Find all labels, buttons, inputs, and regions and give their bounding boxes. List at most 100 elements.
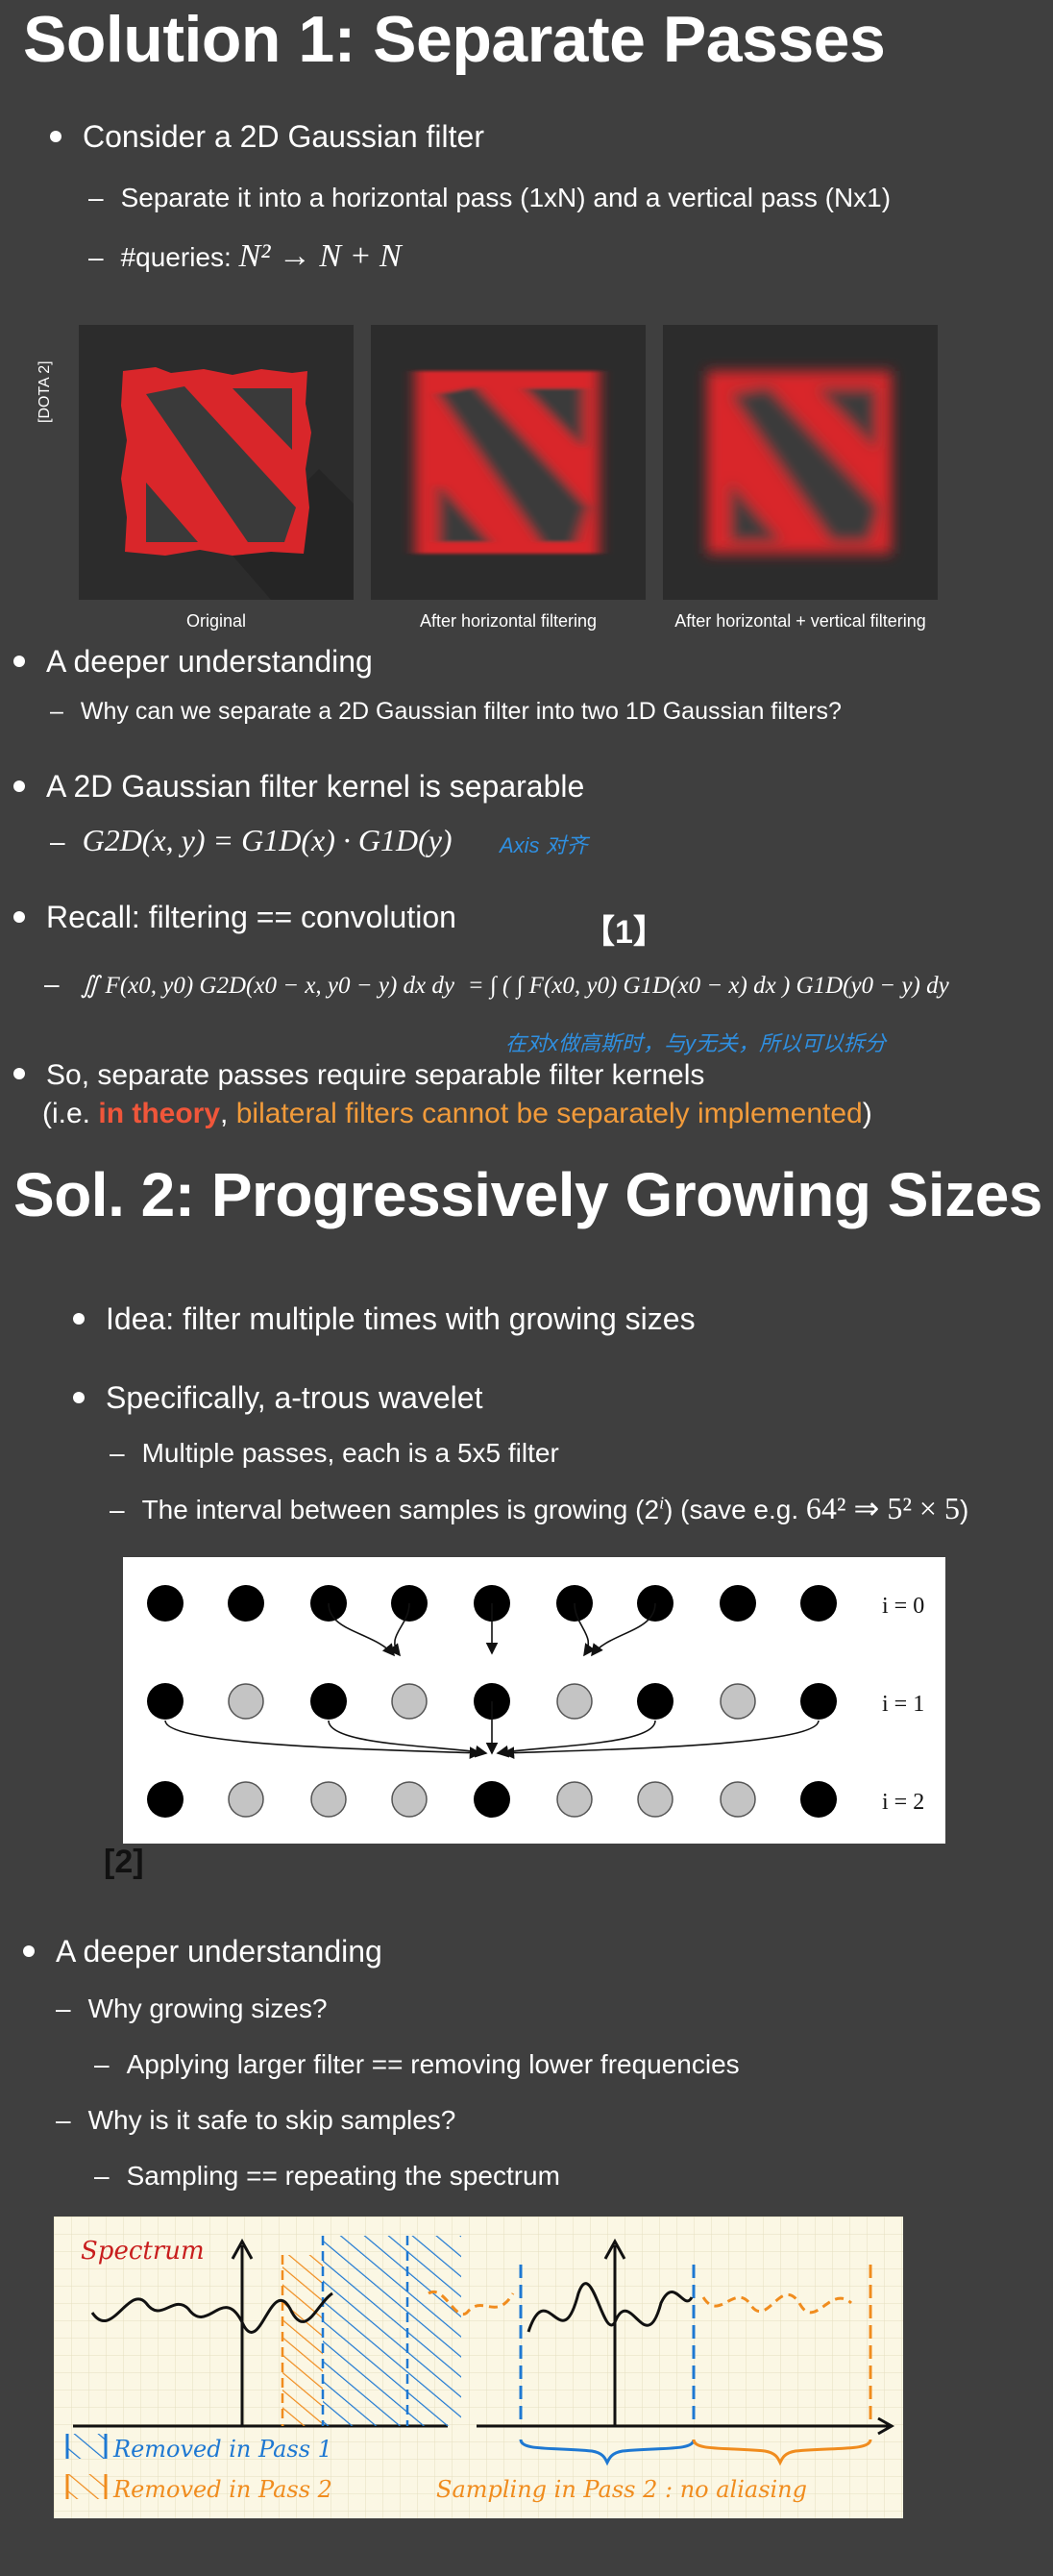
sub-mid: ) (save e.g.: [664, 1495, 806, 1524]
arrows: [164, 1602, 820, 1759]
sample-dot-skipped: [637, 1781, 673, 1818]
ref-2: [2]: [104, 1844, 144, 1880]
bullet-deeper-2: A deeper understanding: [23, 1934, 382, 1969]
note-axis: Axis 对齐: [500, 833, 588, 857]
sub-text: Why is it safe to skip samples?: [87, 2105, 456, 2135]
sub-why-skip: – Why is it safe to skip samples?: [56, 2105, 456, 2135]
sample-dot-active: [800, 1683, 837, 1720]
eq-convolution: – ∬ F(x0, y0) G2D(x0 − x, y0 − y) dx dy =…: [44, 969, 949, 999]
spectrum-svg: Spectrum Removed in Pass 1 Removed in Pa…: [54, 2217, 903, 2518]
slide1-title: Solution 1: Separate Passes: [23, 3, 886, 76]
row-label-2: i = 2: [882, 1790, 924, 1815]
sub-separate: – Separate it into a horizontal pass (1xN…: [88, 183, 892, 212]
sub-text: Multiple passes, each is a 5x5 filter: [141, 1438, 559, 1468]
bullet-text: Specifically, a-trous wavelet: [106, 1380, 483, 1415]
sample-dot-active: [228, 1585, 264, 1622]
sub-text: Why growing sizes?: [87, 1994, 328, 2023]
bullet-text: Idea: filter multiple times with growing…: [106, 1301, 696, 1336]
note-split: 在对x做高斯时，与y无关，所以可以拆分: [505, 1031, 887, 1055]
bullet-dot: [50, 130, 61, 142]
image-original: [79, 325, 354, 600]
ie-close: ): [862, 1098, 872, 1129]
eq-text: G2D(x, y) = G1D(x) · G1D(y): [82, 823, 453, 857]
sub-queries: – #queries: N² → N + N: [88, 238, 402, 274]
sub-end: ): [959, 1495, 969, 1524]
atrous-svg: i = 0 i = 1 i = 2: [147, 1585, 924, 1818]
sample-dot-active: [637, 1683, 673, 1720]
sample-dot-active: [474, 1781, 510, 1818]
removed-pass2-region: [282, 2255, 323, 2426]
sample-dot-skipped: [228, 1781, 264, 1818]
subsub-larger: – Applying larger filter == removing lowe…: [94, 2049, 740, 2079]
subsub-sampling: – Sampling == repeating the spectrum: [94, 2161, 560, 2191]
caption-horizontal-vertical: After horizontal + vertical filtering: [674, 611, 926, 631]
bullet-text: Recall: filtering == convolution: [46, 900, 456, 934]
sub-text: The interval between samples is growing …: [141, 1495, 660, 1524]
bullet-deeper: A deeper understanding: [13, 644, 373, 680]
bullet-separable: A 2D Gaussian filter kernel is separable: [13, 769, 584, 805]
bullet-text: A deeper understanding: [56, 1934, 382, 1969]
sample-dot-active: [147, 1585, 184, 1622]
sub-multiple: – Multiple passes, each is a 5x5 filter: [110, 1438, 559, 1468]
sample-dot-skipped: [310, 1781, 347, 1818]
eq-separable: – G2D(x, y) = G1D(x) · G1D(y): [50, 823, 453, 857]
spectrum-sketch: Spectrum Removed in Pass 1 Removed in Pa…: [54, 2217, 903, 2518]
bullet-gaussian: Consider a 2D Gaussian filter: [50, 119, 484, 155]
image-horizontal-vertical: [663, 325, 938, 600]
save-math: 64² ⇒ 5² × 5: [805, 1491, 960, 1525]
ie-open: (i.e.: [42, 1098, 99, 1129]
sup-i: i: [659, 1493, 665, 1513]
sub-text: #queries:: [120, 242, 239, 272]
sample-dot-active: [310, 1683, 347, 1720]
sample-dot-active: [800, 1781, 837, 1818]
removed-pass1-region: [323, 2236, 461, 2426]
bilateral-note: bilateral filters cannot be separately i…: [235, 1098, 863, 1129]
sub-text: Why can we separate a 2D Gaussian filter…: [80, 698, 842, 725]
bullet-so: So, separate passes require separable fi…: [13, 1059, 704, 1092]
side-label: [DOTA 2]: [37, 360, 53, 423]
sample-dot-skipped: [720, 1781, 756, 1818]
sample-dot-skipped: [556, 1683, 593, 1720]
right-signal: [526, 2282, 694, 2333]
sample-dot-skipped: [720, 1683, 756, 1720]
caption-horizontal: After horizontal filtering: [419, 611, 598, 631]
row-label-0: i = 0: [882, 1594, 924, 1619]
atrous-diagram: i = 0 i = 1 i = 2: [123, 1557, 945, 1844]
ref-1: 【1】: [582, 914, 666, 951]
bullet-text: Consider a 2D Gaussian filter: [83, 119, 484, 154]
sub-why-separate: – Why can we separate a 2D Gaussian filte…: [50, 698, 842, 725]
in-theory: in theory: [98, 1098, 221, 1129]
sample-dot-skipped: [228, 1683, 264, 1720]
eq-right: = ∫ ( ∫ F(x0, y0) G1D(x0 − x) dx ) G1D(y…: [467, 973, 949, 999]
legend-pass2: Removed in Pass 2: [112, 2476, 332, 2503]
sub-text: Sampling == repeating the spectrum: [126, 2161, 560, 2191]
bullet-text: A deeper understanding: [46, 644, 373, 679]
ie-comma: ,: [220, 1098, 236, 1129]
sub-why-growing: – Why growing sizes?: [56, 1994, 328, 2023]
bullet-idea: Idea: filter multiple times with growing…: [73, 1301, 696, 1337]
sample-dot-active: [720, 1585, 756, 1622]
slide2-title: Sol. 2: Progressively Growing Sizes: [13, 1160, 1042, 1229]
sample-dot-active: [800, 1585, 837, 1622]
spectrum-label: Spectrum: [81, 2237, 205, 2266]
queries-math: N² → N + N: [238, 238, 402, 274]
sample-dot-skipped: [556, 1781, 593, 1818]
left-signal: [90, 2291, 333, 2334]
image-horizontal: [371, 325, 646, 600]
eq-left: ∬ F(x0, y0) G2D(x0 − x, y0 − y) dx dy: [80, 973, 454, 999]
bullet-recall: Recall: filtering == convolution: [13, 900, 456, 935]
sub-text: Separate it into a horizontal pass (1xN)…: [120, 183, 892, 212]
row-label-1: i = 1: [882, 1692, 924, 1717]
legend-pass1: Removed in Pass 1: [112, 2436, 332, 2463]
sample-dot-active: [147, 1683, 184, 1720]
sample-dot-active: [147, 1781, 184, 1818]
sample-dot-skipped: [391, 1683, 428, 1720]
caption-original: Original: [185, 611, 247, 631]
bullet-text: So, separate passes require separable fi…: [46, 1059, 705, 1091]
sample-dot-skipped: [391, 1781, 428, 1818]
sub-text: Applying larger filter == removing lower…: [126, 2049, 740, 2079]
sampling-caption: Sampling in Pass 2 : no aliasing: [436, 2476, 807, 2503]
bullet-text: A 2D Gaussian filter kernel is separable: [46, 769, 585, 804]
sub-interval: – The interval between samples is growing…: [110, 1491, 969, 1525]
bullet-ie: (i.e. in theory, bilateral filters canno…: [42, 1098, 872, 1130]
